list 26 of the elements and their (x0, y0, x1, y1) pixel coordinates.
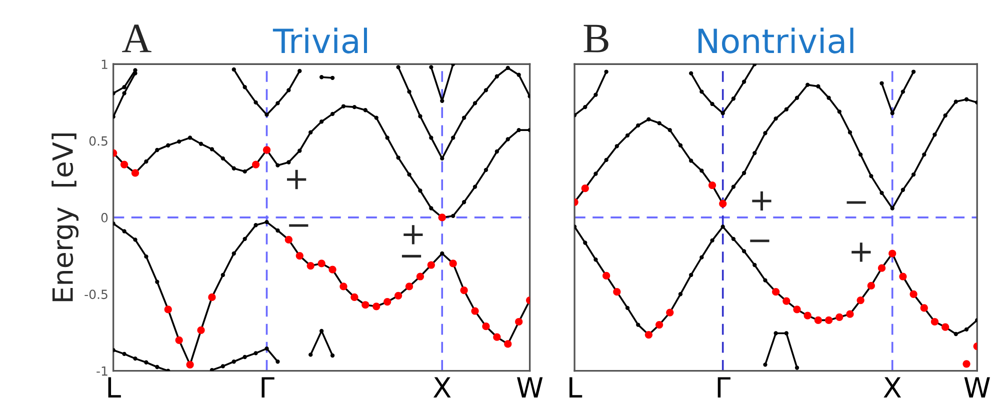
annotation: + (852, 242, 871, 262)
x-tick-label: W (964, 377, 990, 398)
annotation: + (287, 170, 306, 190)
x-tick-label: L (570, 377, 582, 398)
x-tick-label: Γ (718, 377, 730, 398)
x-tick-label: X (433, 377, 451, 398)
y-tick-label: -0.5 (84, 290, 108, 300)
y-tick-label: 0 (101, 212, 108, 222)
text: A (122, 24, 152, 52)
annotation: + (752, 191, 772, 211)
y-tick-label: -1 (96, 366, 108, 376)
x-tick-label: W (516, 377, 543, 398)
annotation: − (289, 224, 308, 227)
y-tick-label: 1 (102, 60, 108, 69)
annotation: − (846, 201, 866, 204)
annotation: − (750, 240, 770, 242)
chart-title: Trivial (272, 28, 367, 54)
annotation: − (402, 254, 422, 258)
annotation: + (404, 225, 423, 244)
text: B (584, 24, 608, 52)
y-tick-label: 0.5 (89, 136, 108, 146)
x-tick-label: L (108, 377, 121, 398)
y-axis-title: Energy [eV] (52, 134, 79, 302)
x-tick-label: Γ (262, 377, 274, 398)
chart-title: Nontrivial (698, 28, 854, 54)
x-tick-label: X (884, 377, 901, 398)
